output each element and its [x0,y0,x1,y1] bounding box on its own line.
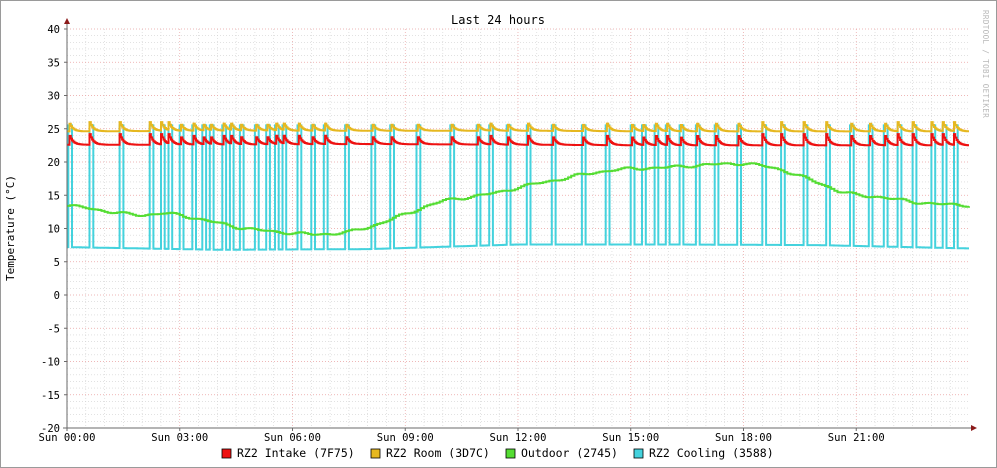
legend: RZ2 Intake (7F75) RZ2 Room (3D7C) Outdoor … [221,446,774,460]
y-tick-label: 15 [47,190,60,202]
legend-swatch [505,448,516,459]
y-axis-arrow [64,18,70,24]
y-tick-label: -10 [41,357,60,369]
y-tick-label: 5 [54,257,60,269]
y-axis-label: Temperature (°C) [4,175,17,281]
y-tick-label: -5 [47,323,60,335]
series-layer [67,121,970,251]
y-tick-label: -15 [41,390,60,402]
x-tick-label: Sun 12:00 [490,432,547,444]
x-tick-label: Sun 18:00 [715,432,772,444]
x-tick-label: Sun 06:00 [264,432,321,444]
x-tick-label: Sun 03:00 [151,432,208,444]
legend-label: RZ2 Cooling (3588) [649,446,774,460]
x-tick-label: Sun 21:00 [828,432,885,444]
series-line-outdoor-2745 [67,162,970,236]
x-tick-label: Sun 00:00 [39,432,96,444]
legend-swatch [370,448,381,459]
y-tick-label: -20 [41,423,60,435]
series-line-rz2-room-3d7c [67,121,969,133]
x-axis-arrow [971,425,977,431]
y-tick-label: 25 [47,124,60,136]
y-tick-label: 0 [54,290,60,302]
y-tick-label: 40 [47,24,60,36]
legend-swatch [221,448,232,459]
legend-label: RZ2 Intake (7F75) [237,446,355,460]
x-tick-labels: Sun 00:00 Sun 03:00 Sun 06:00 Sun 09:00 Sun … [39,432,885,444]
rrdtool-watermark: RRDTOOL / TOBI OETIKER [981,10,990,118]
y-tick-labels: 40 35 30 25 20 15 10 5 0 -5 -10 -15 -20 [41,24,60,435]
y-tick-label: 35 [47,57,60,69]
x-tick-label: Sun 15:00 [602,432,659,444]
legend-label: Outdoor (2745) [521,446,618,460]
legend-label: RZ2 Room (3D7C) [386,446,490,460]
axes [63,18,977,431]
legend-swatch [633,448,644,459]
x-tick-label: Sun 09:00 [377,432,434,444]
y-tick-label: 30 [47,91,60,103]
y-tick-label: 10 [47,224,60,236]
series-line-rz2-intake-7f75 [67,133,969,147]
chart-title: Last 24 hours [451,13,545,27]
y-tick-label: 20 [47,157,60,169]
